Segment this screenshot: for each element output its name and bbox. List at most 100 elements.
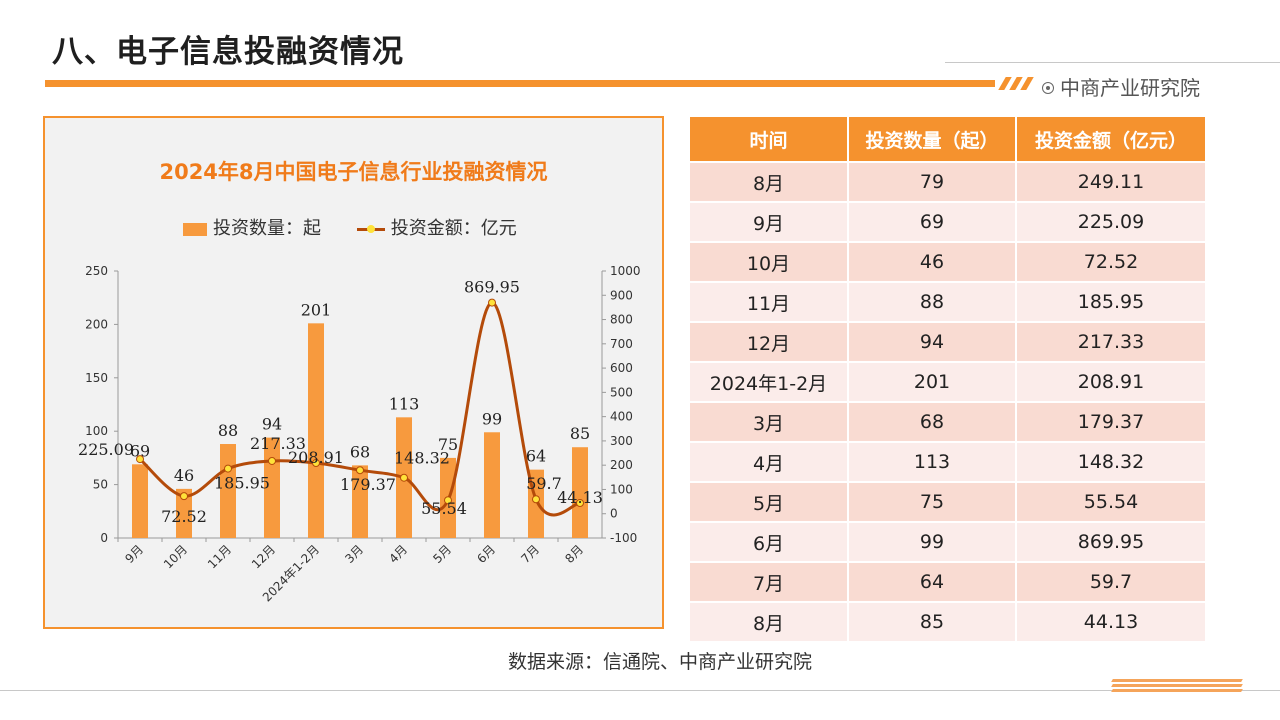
bar-value-label: 68 — [350, 442, 370, 461]
table-header-cell: 投资数量（起） — [848, 117, 1017, 162]
table-cell: 64 — [848, 561, 1017, 602]
legend-line-swatch — [356, 224, 385, 233]
table-cell: 3月 — [690, 401, 849, 442]
y-left-tick-label: 250 — [85, 264, 108, 278]
amount-value-label: 55.54 — [421, 499, 467, 518]
brand-label: 中商产业研究院 — [1042, 72, 1200, 101]
table-cell: 208.91 — [1016, 361, 1207, 402]
title-slashes — [998, 77, 1034, 90]
y-left-tick-label: 50 — [93, 478, 108, 492]
y-right-tick-label: 300 — [610, 434, 633, 448]
table-row: 9月 69 225.09 — [690, 201, 1207, 242]
chart-legend: 投资数量：起 投资金额：亿元 — [183, 214, 547, 240]
y-right-tick-label: 400 — [610, 410, 633, 424]
x-tick-label: 6月 — [474, 542, 498, 566]
table-cell: 6月 — [690, 521, 849, 562]
bar-value-label: 94 — [262, 415, 282, 434]
data-source: 数据来源：信通院、中商产业研究院 — [508, 651, 813, 673]
chart-bar — [572, 447, 588, 538]
x-tick-label: 7月 — [518, 542, 542, 566]
y-left-tick-label: 200 — [85, 317, 108, 331]
x-tick-label: 9月 — [122, 542, 146, 566]
table-cell: 9月 — [690, 201, 849, 242]
table-cell: 10月 — [690, 241, 849, 282]
table-cell: 217.33 — [1016, 321, 1207, 362]
table-row: 8月 79 249.11 — [690, 161, 1207, 202]
table-cell: 225.09 — [1016, 201, 1207, 242]
y-right-tick-label: 500 — [610, 385, 633, 399]
amount-value-label: 208.91 — [288, 448, 344, 467]
chart-bar — [484, 432, 500, 538]
chart-bar — [132, 464, 148, 538]
table-cell: 44.13 — [1016, 601, 1207, 641]
table-cell: 4月 — [690, 441, 849, 482]
amount-point — [444, 496, 452, 505]
table-cell: 94 — [848, 321, 1017, 362]
table-cell: 11月 — [690, 281, 849, 322]
y-right-tick-label: 0 — [610, 507, 618, 521]
amount-value-label: 225.09 — [78, 440, 134, 459]
x-tick-label: 10月 — [161, 542, 190, 571]
x-tick-label: 8月 — [562, 542, 586, 566]
x-tick-label: 5月 — [430, 542, 454, 566]
legend-bar-label: 投资数量：起 — [213, 218, 321, 239]
brand-logo-icon — [1042, 82, 1054, 94]
y-right-tick-label: 700 — [610, 337, 633, 351]
table-row: 7月 64 59.7 — [690, 561, 1207, 602]
table-row: 6月 99 869.95 — [690, 521, 1207, 562]
table-header-cell: 投资金额（亿元） — [1016, 117, 1207, 162]
amount-value-label: 148.32 — [394, 449, 450, 468]
amount-point — [532, 495, 540, 504]
y-right-tick-label: 800 — [610, 313, 633, 327]
table-cell: 55.54 — [1016, 481, 1207, 522]
table-cell: 113 — [848, 441, 1017, 482]
footer-slashes — [1111, 679, 1243, 692]
amount-point — [576, 499, 584, 508]
bar-value-label: 46 — [174, 466, 194, 485]
top-divider — [945, 62, 1280, 63]
table-row: 4月 113 148.32 — [690, 441, 1207, 482]
bar-value-label: 113 — [389, 394, 420, 413]
table-cell: 12月 — [690, 321, 849, 362]
bottom-divider — [0, 690, 1280, 691]
table-cell: 8月 — [690, 601, 849, 641]
chart-bar — [352, 465, 368, 538]
y-right-tick-label: 900 — [610, 288, 633, 302]
table-row: 11月 88 185.95 — [690, 281, 1207, 322]
legend-item-bar: 投资数量：起 — [183, 214, 321, 240]
table-cell: 8月 — [690, 161, 849, 202]
amount-value-label: 217.33 — [250, 434, 306, 453]
y-left-tick-label: 0 — [100, 531, 108, 545]
y-left-tick-label: 150 — [85, 371, 108, 385]
legend-line-label: 投资金额：亿元 — [390, 218, 517, 239]
table-header-cell: 时间 — [690, 117, 849, 162]
brand-name: 中商产业研究院 — [1060, 76, 1200, 100]
amount-point — [356, 466, 364, 475]
table-row: 8月 85 44.13 — [690, 601, 1207, 641]
amount-point — [224, 464, 232, 473]
title-underline — [45, 80, 995, 87]
y-right-tick-label: 1000 — [610, 264, 641, 278]
page-title: 八、电子信息投融资情况 — [52, 34, 404, 70]
table-cell: 249.11 — [1016, 161, 1207, 202]
x-tick-label: 3月 — [342, 542, 366, 566]
table-cell: 179.37 — [1016, 401, 1207, 442]
amount-value-label: 72.52 — [161, 507, 207, 526]
table-cell: 185.95 — [1016, 281, 1207, 322]
bar-value-label: 69 — [130, 441, 150, 460]
chart-title: 2024年8月中国电子信息行业投融资情况 — [159, 160, 548, 184]
table-header-row: 时间 投资数量（起） 投资金额（亿元） — [690, 117, 1207, 162]
x-tick-label: 12月 — [249, 542, 278, 571]
y-right-tick-label: 600 — [610, 361, 633, 375]
bar-value-label: 99 — [482, 409, 502, 428]
amount-point — [488, 298, 496, 307]
table-cell: 68 — [848, 401, 1017, 442]
table-row: 5月 75 55.54 — [690, 481, 1207, 522]
amount-value-label: 59.7 — [526, 474, 562, 493]
legend-bar-swatch — [183, 222, 207, 236]
table-cell: 79 — [848, 161, 1017, 202]
chart-bar — [176, 488, 192, 538]
table-row: 2024年1-2月 201 208.91 — [690, 361, 1207, 402]
table-cell: 72.52 — [1016, 241, 1207, 282]
bar-value-label: 64 — [526, 447, 546, 466]
